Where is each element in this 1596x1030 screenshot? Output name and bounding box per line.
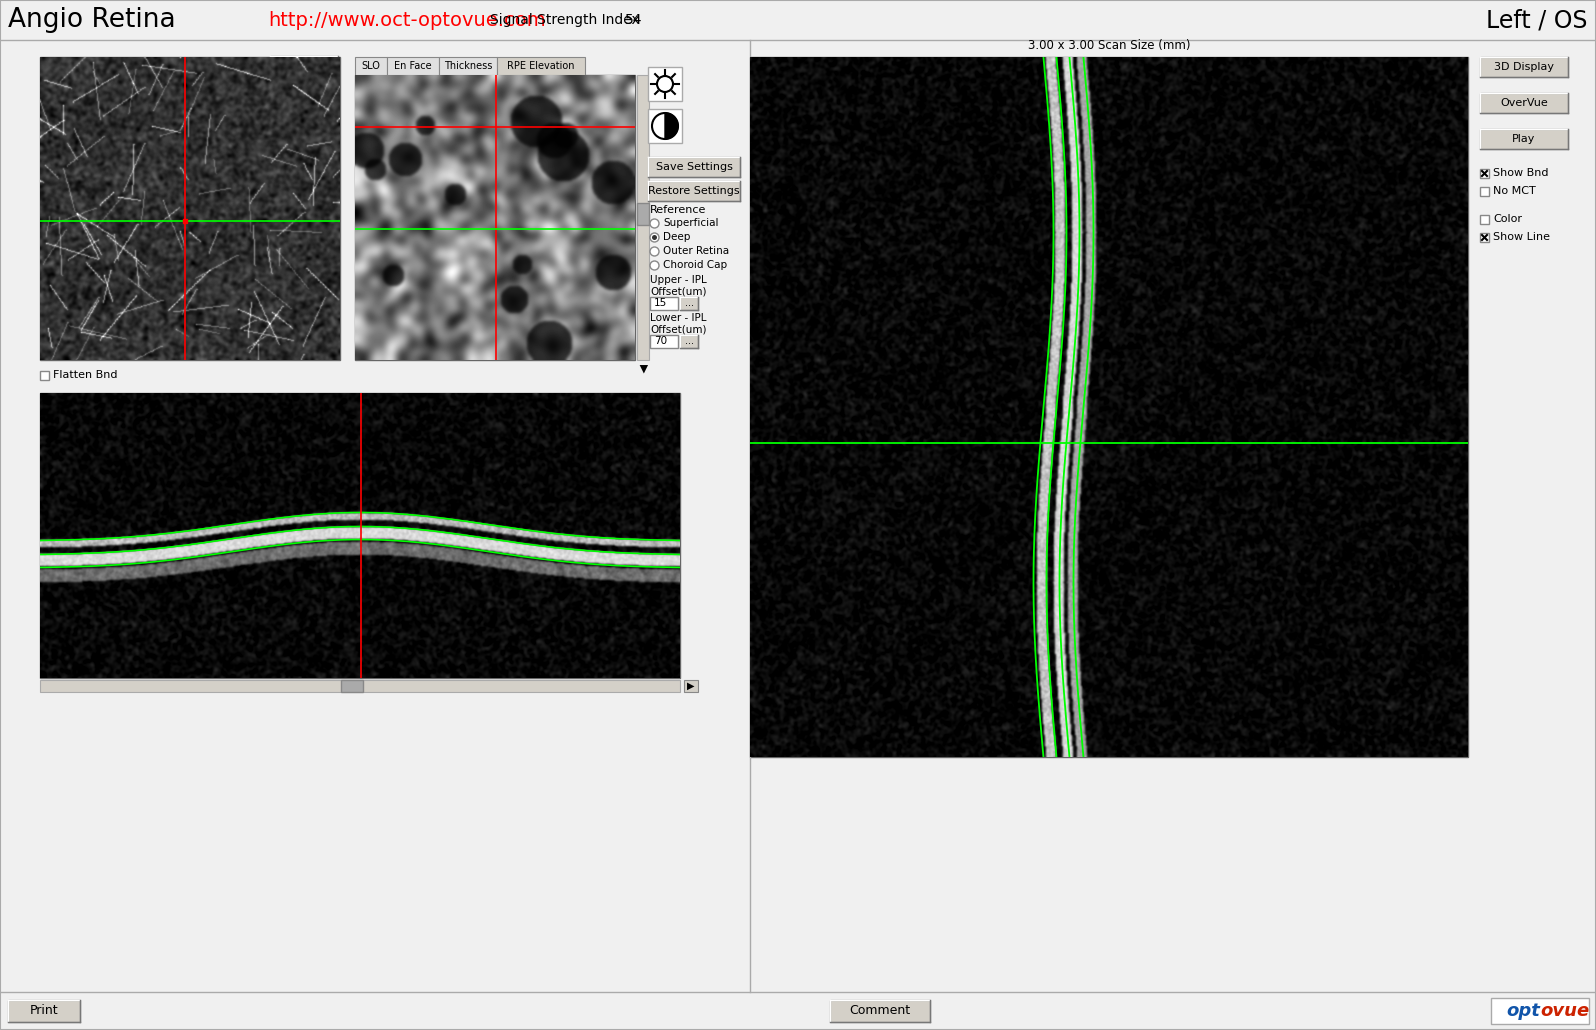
Text: Save Angio: Save Angio (275, 59, 334, 69)
Bar (40, 57, 340, 360)
Circle shape (658, 76, 674, 92)
FancyBboxPatch shape (1479, 93, 1567, 113)
Bar (0, 0, 1596, 40)
Text: Show Bnd: Show Bnd (1492, 169, 1548, 178)
FancyBboxPatch shape (680, 335, 697, 348)
Bar (637, 203, 650, 226)
Text: Reference: Reference (650, 205, 707, 215)
Text: 3D Display: 3D Display (1494, 62, 1555, 72)
Circle shape (650, 233, 659, 242)
Bar (354, 57, 386, 75)
Text: angioFLOW: angioFLOW (46, 343, 121, 356)
Text: ▶: ▶ (638, 364, 648, 372)
Text: http://www.oct-optovue.com: http://www.oct-optovue.com (268, 10, 546, 30)
Text: 70: 70 (654, 336, 667, 346)
Bar (750, 57, 1468, 757)
Text: Color: Color (1492, 214, 1523, 225)
Bar (342, 680, 362, 692)
Text: 3.00 x 3.00 Scan Size (mm): 3.00 x 3.00 Scan Size (mm) (1028, 38, 1191, 52)
Bar (1491, 998, 1590, 1024)
FancyBboxPatch shape (830, 1000, 930, 1022)
FancyBboxPatch shape (680, 297, 697, 310)
Text: 163: 163 (358, 222, 380, 236)
Text: Flatten Bnd: Flatten Bnd (53, 371, 118, 380)
Text: SLO: SLO (362, 61, 380, 71)
Text: 15: 15 (654, 298, 667, 308)
Text: Show Line: Show Line (1492, 233, 1550, 242)
FancyBboxPatch shape (648, 181, 741, 201)
Text: Outer Retina: Outer Retina (662, 246, 729, 256)
Text: Angio Retina: Angio Retina (8, 7, 176, 33)
Bar (40, 371, 49, 380)
FancyBboxPatch shape (1479, 129, 1567, 149)
Text: Left / OS: Left / OS (1486, 8, 1588, 32)
Circle shape (650, 247, 659, 256)
Text: RPE Elevation: RPE Elevation (508, 61, 575, 71)
Bar (386, 57, 439, 75)
Text: ovue: ovue (1540, 1002, 1590, 1020)
Text: Print: Print (30, 1004, 59, 1018)
Bar (496, 57, 586, 75)
Circle shape (650, 261, 659, 270)
Text: Signal Strength Index: Signal Strength Index (490, 13, 640, 27)
Bar (1479, 187, 1489, 196)
Text: Save Settings: Save Settings (656, 162, 733, 172)
Circle shape (653, 235, 658, 240)
FancyBboxPatch shape (1479, 57, 1567, 77)
Bar (637, 75, 650, 360)
FancyBboxPatch shape (648, 157, 741, 177)
Bar (1479, 215, 1489, 224)
Text: Lower - IPL
Offset(um): Lower - IPL Offset(um) (650, 313, 707, 335)
Text: ▶: ▶ (688, 681, 694, 691)
Bar (439, 57, 496, 75)
Bar (1479, 169, 1489, 178)
Circle shape (650, 219, 659, 228)
Text: Choroid Cap: Choroid Cap (662, 261, 728, 271)
Bar (40, 393, 680, 678)
Text: ...: ... (685, 337, 694, 346)
Text: OverVue: OverVue (1500, 98, 1548, 108)
Bar (354, 75, 635, 360)
Bar (685, 680, 697, 692)
Text: Play: Play (1513, 134, 1535, 144)
Text: 54: 54 (626, 13, 643, 27)
Text: Upper - IPL
Offset(um): Upper - IPL Offset(um) (650, 275, 707, 297)
Polygon shape (666, 113, 678, 139)
FancyBboxPatch shape (270, 56, 338, 72)
Bar (648, 67, 681, 101)
Text: ...: ... (685, 299, 694, 309)
Bar (650, 297, 678, 310)
Text: Restore Settings: Restore Settings (648, 186, 741, 196)
FancyBboxPatch shape (8, 1000, 80, 1022)
Text: Superficial: Superficial (662, 218, 718, 229)
Circle shape (653, 113, 678, 139)
Bar (650, 335, 678, 348)
Bar (1479, 233, 1489, 242)
Text: Deep: Deep (662, 233, 691, 242)
Text: Thickness: Thickness (444, 61, 492, 71)
Bar (648, 109, 681, 143)
Text: Comment: Comment (849, 1004, 911, 1018)
Text: 141: 141 (358, 119, 380, 133)
Text: En Face: En Face (394, 61, 433, 71)
Text: No MCT: No MCT (1492, 186, 1535, 197)
Bar (40, 680, 680, 692)
Text: opt: opt (1507, 1002, 1540, 1020)
